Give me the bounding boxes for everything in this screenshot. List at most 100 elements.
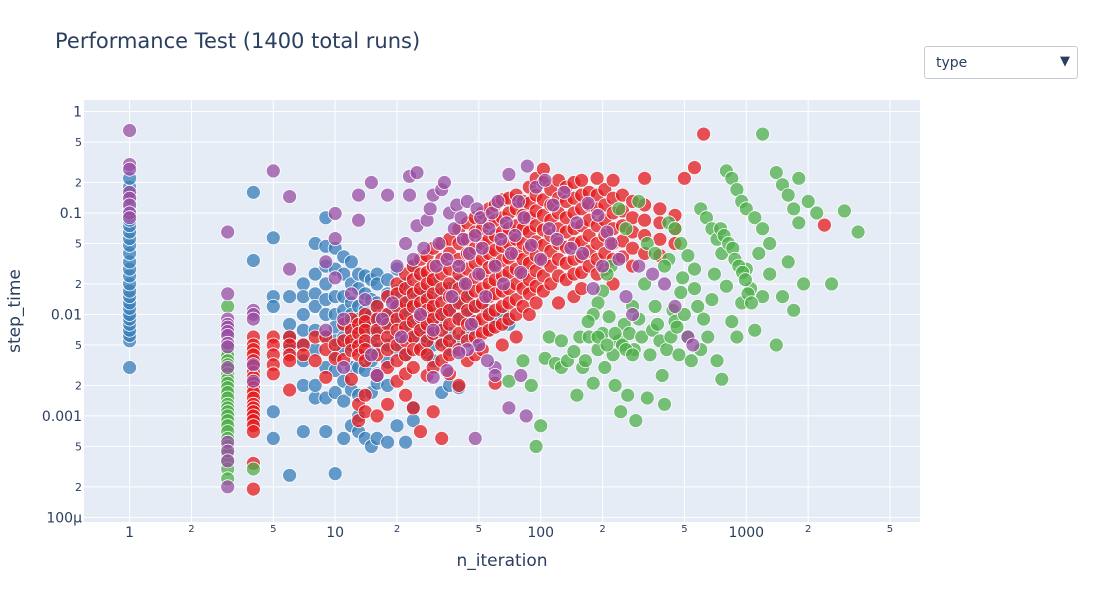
- data-point: [724, 314, 740, 330]
- data-point: [380, 187, 396, 203]
- y-minor-tick-label: 2: [75, 481, 82, 494]
- data-point: [786, 302, 802, 318]
- data-point: [493, 231, 509, 247]
- data-point: [554, 333, 569, 349]
- chart-title: Performance Test (1400 total runs): [55, 29, 421, 53]
- data-point: [625, 347, 640, 363]
- data-point: [657, 396, 672, 412]
- data-point: [307, 298, 323, 314]
- data-point: [220, 298, 236, 314]
- data-point: [265, 430, 281, 446]
- data-point: [405, 360, 421, 375]
- data-point: [282, 189, 298, 205]
- data-point: [343, 286, 359, 302]
- data-point: [385, 295, 400, 311]
- data-point: [796, 276, 811, 292]
- x-minor-tick-label: 2: [599, 524, 605, 535]
- data-point: [245, 461, 261, 477]
- data-point: [580, 195, 596, 211]
- data-point: [318, 369, 334, 385]
- data-point: [389, 418, 405, 434]
- data-point: [409, 165, 425, 181]
- data-point: [336, 393, 352, 409]
- data-point: [747, 210, 763, 226]
- data-point: [425, 369, 441, 385]
- x-tick-label: 10: [326, 525, 344, 541]
- data-point: [439, 251, 455, 267]
- data-point: [282, 261, 298, 277]
- data-point: [744, 295, 759, 311]
- dropdown-selected-label: type: [936, 55, 968, 71]
- data-point: [578, 353, 593, 369]
- data-point: [775, 289, 790, 305]
- x-minor-tick-label: 5: [887, 524, 893, 535]
- data-point: [463, 316, 479, 332]
- data-point: [295, 424, 311, 440]
- data-point: [336, 311, 352, 327]
- data-point: [444, 289, 460, 305]
- data-point: [541, 221, 557, 237]
- data-point: [220, 453, 236, 469]
- data-point: [601, 309, 617, 325]
- data-point: [569, 215, 585, 231]
- data-point: [451, 258, 467, 274]
- data-point: [398, 387, 414, 403]
- data-point: [245, 253, 261, 268]
- data-point: [800, 193, 816, 209]
- data-point: [687, 281, 702, 297]
- data-point: [768, 337, 784, 353]
- data-point: [521, 307, 537, 322]
- data-point: [589, 170, 605, 186]
- data-point: [220, 286, 236, 302]
- data-point: [265, 298, 281, 314]
- data-point: [402, 187, 417, 203]
- data-point: [481, 221, 497, 237]
- data-point: [327, 231, 343, 247]
- y-tick-label: 1: [73, 105, 82, 121]
- data-point: [645, 266, 660, 282]
- data-point: [556, 184, 572, 200]
- data-point: [507, 228, 523, 243]
- x-minor-tick-label: 2: [188, 524, 194, 535]
- data-point: [533, 418, 549, 434]
- data-point: [729, 329, 745, 345]
- data-point: [574, 172, 589, 188]
- data-points: [122, 123, 866, 497]
- data-point: [625, 307, 640, 322]
- data-point: [631, 258, 647, 274]
- data-point: [425, 322, 441, 338]
- data-point: [413, 307, 428, 322]
- data-point: [569, 387, 585, 403]
- data-point: [436, 175, 452, 190]
- data-point: [551, 295, 566, 311]
- y-tick-label: 100μ: [46, 510, 82, 526]
- data-point: [696, 126, 711, 142]
- data-point: [637, 170, 652, 186]
- data-point: [516, 210, 532, 226]
- type-dropdown[interactable]: type ▼: [924, 46, 1078, 79]
- data-point: [671, 347, 687, 363]
- data-point: [700, 329, 716, 345]
- data-point: [607, 325, 623, 341]
- data-point: [537, 172, 553, 188]
- data-point: [496, 276, 512, 292]
- data-point: [549, 231, 565, 247]
- data-point: [369, 368, 385, 383]
- data-point: [122, 161, 138, 177]
- data-point: [709, 353, 725, 369]
- data-point: [618, 221, 634, 237]
- data-point: [503, 245, 519, 261]
- data-point: [245, 311, 261, 327]
- data-point: [622, 325, 637, 341]
- data-point: [479, 353, 495, 369]
- data-point: [677, 170, 692, 186]
- data-point: [307, 377, 323, 393]
- data-point: [768, 165, 784, 181]
- data-point: [707, 266, 722, 282]
- data-point: [494, 337, 510, 353]
- data-point: [220, 224, 236, 240]
- data-point: [637, 212, 652, 228]
- data-point: [467, 228, 483, 243]
- data-point: [647, 245, 663, 261]
